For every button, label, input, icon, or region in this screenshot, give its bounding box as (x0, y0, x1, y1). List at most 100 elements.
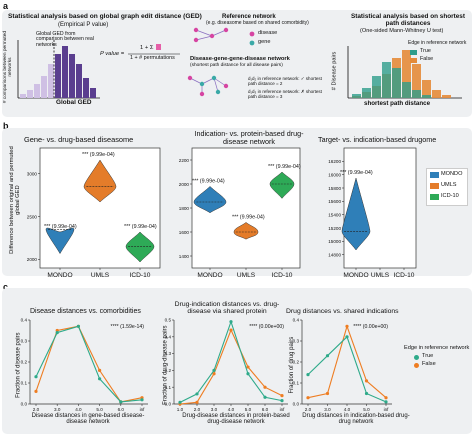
panel-c-letter: c (3, 282, 9, 292)
ged-bar (27, 90, 33, 98)
series-point-true (280, 399, 284, 403)
legend-umls: UMLS (441, 182, 457, 188)
spd-bar-false (422, 80, 431, 98)
line-xtick: 6.0 (262, 407, 269, 412)
line-ytick: 0.3 (293, 339, 300, 344)
violin-icd10 (125, 231, 155, 263)
violin-ytick: 15400 (328, 212, 341, 217)
spd-bar-false (442, 95, 451, 98)
ged-formula-den: 1 + # permutations (130, 55, 175, 61)
spd-bar-false (412, 64, 421, 98)
ged-bar (90, 88, 96, 98)
line-legend-true: True (422, 353, 434, 359)
dgd-network-title: Disease-gene-gene-disease network (190, 56, 290, 62)
series-point-false (345, 324, 349, 328)
spd-bar-true (422, 95, 431, 98)
series-point-true (384, 400, 388, 404)
violin-ytick: 15800 (328, 186, 341, 191)
line-xtick: inf (140, 407, 146, 412)
series-point-true (76, 324, 80, 328)
line-xlabel-1: Disease distances in gene-based disease-… (31, 413, 145, 426)
violin-annotation: *** (9.99e-04) (232, 214, 265, 220)
series-point-true (195, 392, 199, 396)
disease-node (223, 27, 229, 33)
line-xtick: 5.0 (245, 407, 252, 412)
spd-bar-true (352, 94, 361, 98)
violin-ytick: 15600 (328, 199, 341, 204)
violin-annotation: *** (9.99e-04) (44, 224, 77, 230)
violin-annotation: *** (9.99e-04) (82, 152, 115, 158)
series-point-true (119, 400, 123, 404)
violin-umls (83, 159, 117, 203)
spd-bar-true (362, 88, 371, 98)
ged-bar (76, 64, 82, 98)
series-line-true (179, 319, 283, 403)
violin-title-1: Gene- vs. drug-based diseasome (24, 135, 134, 144)
spd-legend-false-swatch (410, 58, 417, 63)
panel-b: b Difference between original and permut… (0, 118, 474, 278)
series-point-true (34, 375, 38, 379)
ged-formula-lhs: P value = (100, 51, 125, 57)
violin-xtick: ICD-10 (272, 272, 293, 278)
reference-network-title: Reference network (222, 14, 276, 20)
line-xtick: 4.0 (344, 407, 351, 412)
line-xtick: 3.0 (54, 407, 61, 412)
ged-formula-swatch (156, 44, 161, 50)
violin-xtick: UMLS (371, 272, 390, 278)
series-point-true (98, 377, 102, 381)
ged-subtitle: (Empirical P value) (58, 22, 109, 28)
line-xtick: 3.0 (211, 407, 218, 412)
panel-b-letter: b (3, 121, 9, 131)
legend-umls-swatch (430, 183, 439, 189)
violin-legend: MONDO UMLS ICD-10 (426, 168, 468, 206)
line-annotation: **** (0.00e+00) (249, 324, 284, 330)
violin-xtick: UMLS (237, 272, 256, 278)
series-point-false (229, 328, 233, 332)
spd-legend-true: True (420, 48, 431, 54)
violin-plots: 2000 2500 3000 MONDO *** (9.99e-04) UMLS *** (… (27, 147, 417, 278)
series-line-true (307, 335, 387, 403)
series-point-true (212, 368, 216, 372)
series-point-false (195, 400, 199, 404)
ged-bar (69, 54, 75, 98)
violin-ytick: 1600 (179, 230, 190, 235)
spd-bar-true (402, 82, 411, 98)
line-title-2: Drug-indication distances vs. drug-disea… (174, 301, 280, 316)
spd-legend-title: Edge in reference network (408, 40, 467, 46)
ged-xlabel: Global GED (56, 99, 92, 106)
violin-ytick: 14800 (328, 252, 341, 257)
line-ytick: 0.0 (21, 402, 28, 407)
line-title-3: Drug distances vs. shared indications (286, 308, 399, 315)
violin-icd10 (269, 171, 295, 199)
line-xtick: 4.0 (228, 407, 235, 412)
line-xtick: inf (384, 407, 390, 412)
line-ytick: 0.5 (165, 318, 172, 323)
violin-annotation: *** (9.99e-04) (340, 170, 373, 176)
spd-legend-false: False (420, 56, 434, 62)
series-point-true (345, 335, 349, 339)
series-point-true (178, 400, 182, 404)
ged-title: Statistical analysis based on global gra… (8, 13, 202, 20)
violin-title-2: Indication- vs. protein-based drug-disea… (194, 129, 304, 146)
line-plots: 0.0 0.1 0.2 0.3 0.4 2.0 3.0 4.0 5.0 6.0 inf **** (1… (21, 318, 392, 412)
spd-bar-true (382, 62, 391, 98)
line-xtick: 5.0 (363, 407, 370, 412)
spd-subtitle: (One-sided Mann-Whitney U test) (360, 28, 444, 34)
series-point-false (325, 391, 330, 396)
line-xtick: 3.0 (324, 407, 331, 412)
ged-bar (20, 94, 26, 98)
violin-title-3: Target- vs. indication-based drugome (318, 135, 437, 144)
violin-ytick: 2000 (27, 257, 38, 262)
series-point-true (306, 373, 310, 377)
legend-disease-label: disease (258, 30, 278, 36)
series-point-true (140, 398, 144, 402)
disease-node (193, 37, 199, 43)
spd-bar-true (412, 90, 421, 98)
reference-network-subtitle: (e.g. diseasome based on shared comorbid… (206, 20, 309, 26)
line-ytick: 0.1 (21, 381, 28, 386)
series-point-false (98, 368, 102, 372)
line-ytick: 0.2 (165, 368, 172, 373)
ged-annotation: Global GED from comparison between real … (36, 31, 94, 48)
legend-mondo-swatch (430, 172, 439, 178)
dgd-network-subtitle: (shortest path distance for all disease … (190, 63, 283, 68)
